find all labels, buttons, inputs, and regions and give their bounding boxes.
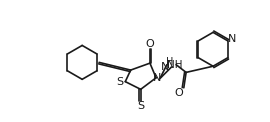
Text: NH: NH bbox=[167, 60, 182, 70]
Text: N: N bbox=[153, 73, 161, 83]
Text: S: S bbox=[116, 77, 123, 87]
Text: N: N bbox=[161, 62, 170, 72]
Text: O: O bbox=[174, 88, 183, 98]
Text: N: N bbox=[227, 34, 236, 44]
Text: H: H bbox=[166, 57, 174, 67]
Text: S: S bbox=[137, 101, 144, 111]
Text: O: O bbox=[146, 39, 154, 49]
